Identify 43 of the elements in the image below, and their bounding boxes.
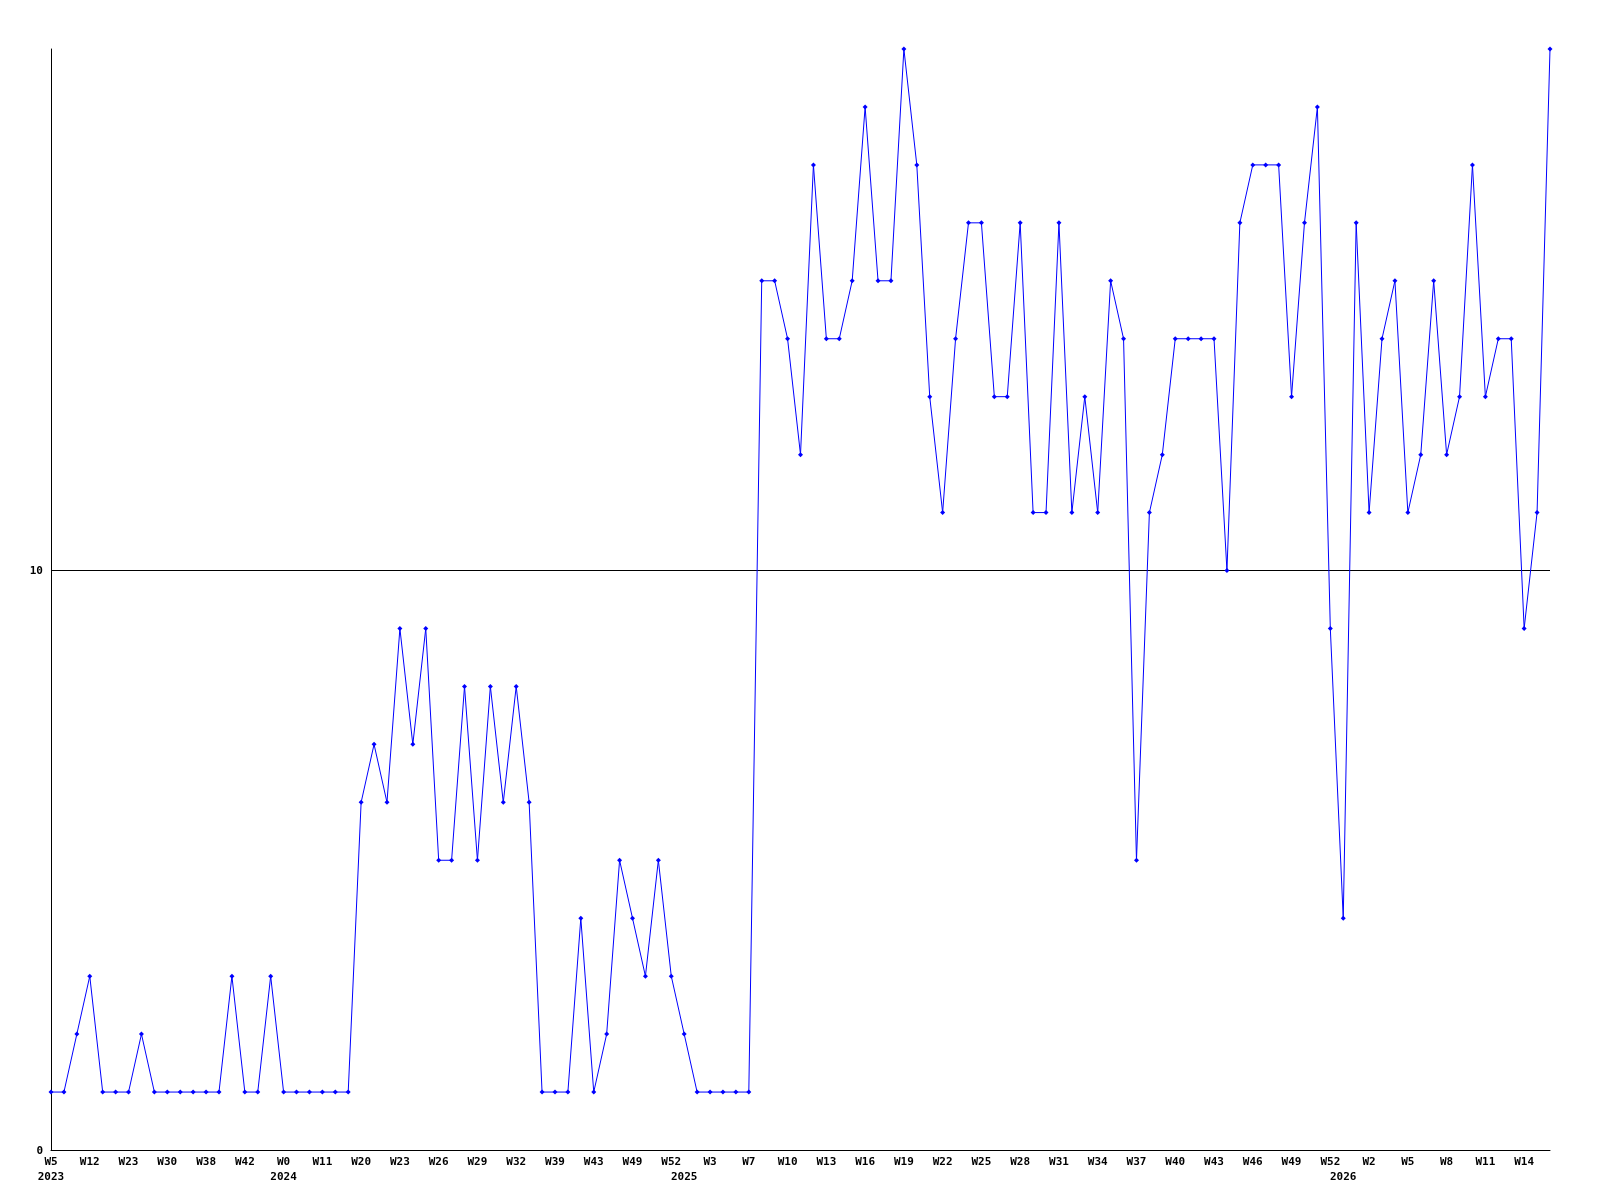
x-tick-label: W19	[893, 1155, 914, 1168]
x-tick-label: W10	[777, 1155, 798, 1168]
x-tick-label: W11	[312, 1155, 333, 1168]
x-tick-label: W30	[157, 1155, 178, 1168]
x-tick-label: 2025	[670, 1170, 698, 1183]
x-tick-label: W42	[234, 1155, 255, 1168]
x-tick-label: W14	[1514, 1155, 1535, 1168]
x-tick-label: W43	[1204, 1155, 1224, 1168]
x-tick-label: W0 2024	[270, 1155, 298, 1183]
x-tick-label: W37	[1126, 1155, 1147, 1168]
x-tick-label: W3	[703, 1155, 717, 1168]
y-tick-label: 10	[29, 564, 43, 578]
x-tick-label: W20	[351, 1155, 372, 1168]
x-tick-label: W5	[1401, 1155, 1415, 1168]
x-tick-label: W32	[506, 1155, 527, 1168]
x-tick-label: W31	[1049, 1155, 1070, 1168]
x-tick-label: W22	[932, 1155, 953, 1168]
x-tick-label: W2	[1362, 1155, 1376, 1168]
x-tick-label: W23	[118, 1155, 139, 1168]
x-tick-label: W11	[1475, 1155, 1496, 1168]
x-tick-label: W13	[816, 1155, 837, 1168]
x-tick-label: W7	[742, 1155, 756, 1168]
x-tick-label: W16	[855, 1155, 876, 1168]
x-tick-label: W12	[79, 1155, 100, 1168]
x-tick-label: W28	[1010, 1155, 1031, 1168]
x-tick-label: W29	[467, 1155, 488, 1168]
x-tick-label: W43	[583, 1155, 604, 1168]
x-tick-label: W5 2023	[37, 1155, 65, 1183]
x-tick-label: W23	[389, 1155, 410, 1168]
x-tick-label: 2026	[1329, 1170, 1357, 1183]
y-tick-label: 0	[36, 1143, 43, 1157]
x-tick-label: W46	[1242, 1155, 1264, 1168]
x-tick-label: W49	[622, 1155, 643, 1168]
x-tick-label: W49	[1281, 1155, 1302, 1168]
x-tick-label: W34	[1087, 1155, 1109, 1168]
x-tick-label: W52	[661, 1155, 682, 1168]
x-tick-label: W8	[1440, 1155, 1454, 1168]
x-tick-label: W26	[428, 1155, 449, 1168]
x-tick-label: W39	[545, 1155, 565, 1168]
x-tick-label: W25	[971, 1155, 992, 1168]
x-tick-label: W38	[196, 1155, 217, 1168]
x-tick-label: W40	[1165, 1155, 1186, 1168]
x-tick-label: W52	[1320, 1155, 1341, 1168]
